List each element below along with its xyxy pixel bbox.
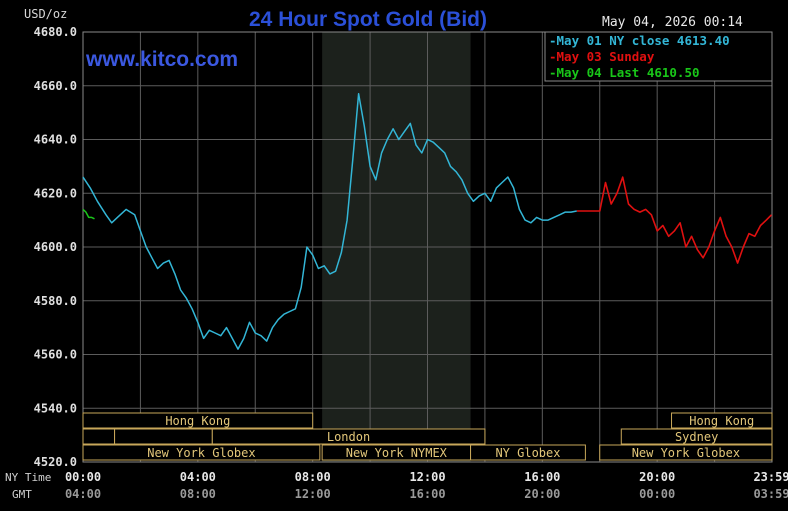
session-bar (470, 444, 586, 461)
y-tick-label: 4600.0 (34, 240, 77, 254)
x-tick-label-ny: 16:00 (524, 470, 560, 484)
x-tick-label-ny: 08:00 (295, 470, 331, 484)
x-tick-label-gmt: 20:00 (524, 487, 560, 501)
session-bar-label: Sydney (675, 430, 718, 444)
session-bar (82, 412, 314, 429)
session-bars-layer: Hong Kong London New York Globex New York N… (82, 412, 773, 461)
session-bar-label: New York NYMEX (346, 446, 448, 460)
legend-layer: -May 01 NY close 4613.40-May 03 Sunday-M… (544, 31, 773, 82)
x-tick-label-gmt: 00:00 (639, 487, 675, 501)
session-bar-label: London (327, 430, 370, 444)
legend-entry: -May 01 NY close 4613.40 (549, 33, 730, 48)
session-bar-stub (82, 428, 116, 445)
y-axis-unit-label: USD/oz (24, 7, 67, 21)
session-bar (620, 428, 773, 445)
x-tick-label-ny: 20:00 (639, 470, 675, 484)
session-bar-label: Hong Kong (165, 414, 230, 428)
x-row-label-gmt: GMT (12, 488, 32, 501)
x-tick-label-gmt: 04:00 (65, 487, 101, 501)
timestamp-label: May 04, 2026 00:14 (602, 15, 743, 30)
y-tick-label: 4620.0 (34, 186, 77, 200)
axis-layer: 4520.0 4540.0 4560.0 4580.0 4600.0 4620.0 4640… (5, 25, 788, 501)
y-tick-label: 4520.0 (34, 455, 77, 469)
session-bar-label: New York Globex (147, 446, 255, 460)
plot-frame (82, 31, 773, 463)
session-bar (82, 444, 321, 461)
price-series-line (576, 176, 773, 264)
y-tick-label: 4560.0 (34, 348, 77, 362)
watermark-url: www.kitco.com (85, 48, 238, 71)
price-series-line (82, 208, 95, 220)
y-tick-label: 4580.0 (34, 294, 77, 308)
x-tick-label-ny: 23:59 (753, 470, 788, 484)
x-tick-label-gmt: 12:00 (295, 487, 331, 501)
y-tick-label: 4540.0 (34, 401, 77, 415)
x-tick-label-ny: 00:00 (65, 470, 101, 484)
price-series-line (82, 93, 577, 350)
y-tick-label: 4640.0 (34, 133, 77, 147)
session-bar (671, 412, 773, 429)
x-tick-label-gmt: 03:59 (753, 487, 788, 501)
legend-entry: -May 03 Sunday (549, 49, 655, 64)
session-bar (599, 444, 773, 461)
session-bar-stub (114, 428, 213, 445)
chart-title: 24 Hour Spot Gold (Bid) (249, 8, 487, 31)
x-tick-label-ny: 04:00 (180, 470, 216, 484)
legend-entry: -May 04 Last 4610.50 (549, 65, 700, 80)
x-tick-label-gmt: 16:00 (409, 487, 445, 501)
y-tick-label: 4660.0 (34, 79, 77, 93)
y-tick-label: 4680.0 (34, 25, 77, 39)
x-tick-label-ny: 12:00 (409, 470, 445, 484)
x-row-label-ny: NY Time (5, 471, 51, 484)
x-tick-label-gmt: 08:00 (180, 487, 216, 501)
session-bar-label: New York Globex (632, 446, 740, 460)
legend-box (544, 31, 773, 82)
session-bar-label: Hong Kong (689, 414, 754, 428)
series-layer (82, 93, 773, 350)
session-bar-label: NY Globex (495, 446, 560, 460)
